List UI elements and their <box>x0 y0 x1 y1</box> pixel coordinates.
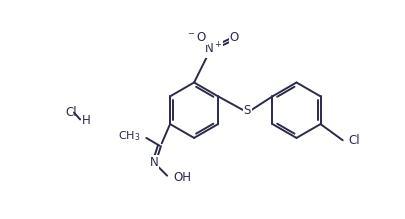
Text: $^-$O: $^-$O <box>186 31 207 44</box>
Text: CH$_3$: CH$_3$ <box>119 129 141 143</box>
Text: S: S <box>243 104 251 117</box>
Text: N: N <box>150 156 158 169</box>
Text: H: H <box>82 115 90 127</box>
Text: OH: OH <box>173 171 191 184</box>
Text: N$^+$: N$^+$ <box>204 42 223 57</box>
Text: Cl: Cl <box>66 106 77 119</box>
Text: O: O <box>230 31 239 44</box>
Text: Cl: Cl <box>348 134 360 147</box>
